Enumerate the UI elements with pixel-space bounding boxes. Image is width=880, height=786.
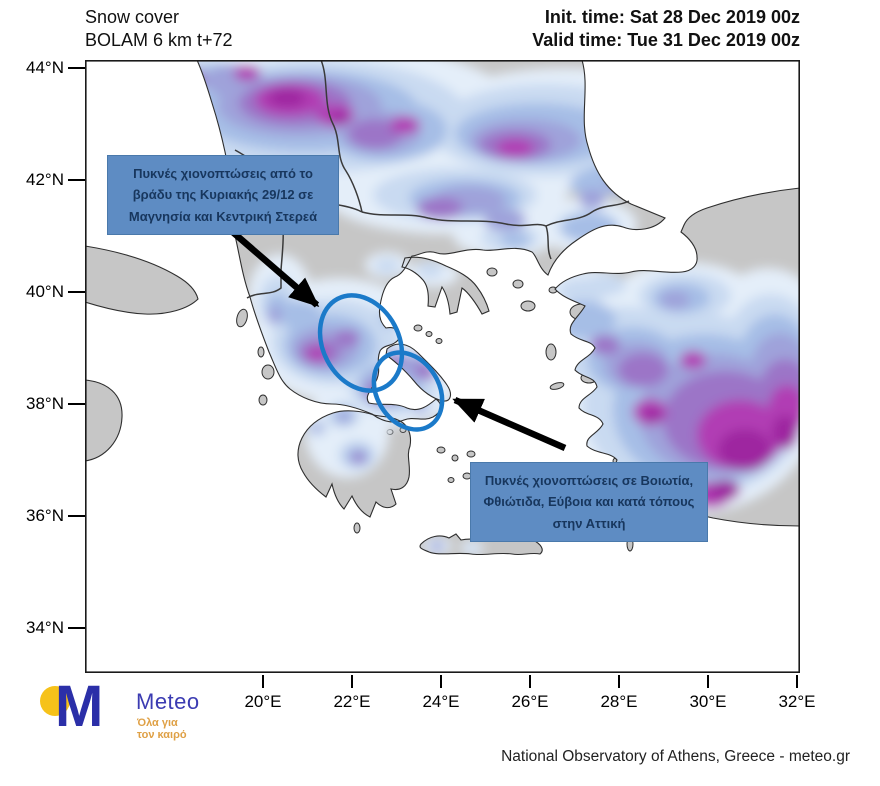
lon-tick <box>262 675 264 688</box>
lat-tick <box>68 515 85 517</box>
lat-tick <box>68 627 85 629</box>
logo-tagline-line2: τον καιρό <box>137 729 187 741</box>
highlight-ellipse-2 <box>371 350 445 432</box>
logo-tagline-line1: Όλα για <box>137 717 178 729</box>
annotation-box-magnesia: Πυκνές χιονοπτώσεις από το βράδυ της Κυρ… <box>107 155 339 236</box>
lon-label: 30°E <box>689 692 727 711</box>
lon-label: 22°E <box>333 692 371 711</box>
map-frame <box>85 60 800 673</box>
lat-label: 40°N <box>26 282 64 301</box>
logo-m-icon: M <box>55 674 103 739</box>
map-canvas <box>85 60 800 673</box>
lat-label: 44°N <box>26 58 64 77</box>
lat-label: 38°N <box>26 394 64 413</box>
lat-tick <box>68 179 85 181</box>
init-time-label: Init. time: Sat 28 Dec 2019 00z <box>544 7 800 27</box>
lon-tick <box>618 675 620 688</box>
lon-label: 26°E <box>511 692 549 711</box>
lon-tick <box>529 675 531 688</box>
lat-label: 42°N <box>26 170 64 189</box>
lat-label: 36°N <box>26 506 64 525</box>
lat-label: 34°N <box>26 618 64 637</box>
lon-label: 28°E <box>600 692 638 711</box>
lon-label: 20°E <box>244 692 282 711</box>
map-title-block: Snow cover BOLAM 6 km t+72 <box>85 6 233 52</box>
lon-tick <box>796 675 798 688</box>
logo-yellow-dot-icon <box>40 686 70 716</box>
valid-time-label: Valid time: Tue 31 Dec 2019 00z <box>532 30 800 50</box>
annotation-box-attica: Πυκνές χιονοπτώσεις σε Βοιωτία, Φθιώτιδα… <box>470 462 708 543</box>
logo-name: Meteo <box>136 689 200 714</box>
lon-label: 32°E <box>778 692 816 711</box>
attribution-text: National Observatory of Athens, Greece -… <box>501 748 850 765</box>
lat-tick <box>68 67 85 69</box>
lon-label: 24°E <box>422 692 460 711</box>
lat-tick <box>68 291 85 293</box>
lon-tick <box>707 675 709 688</box>
highlight-ellipse-1 <box>317 293 405 393</box>
model-run-label: BOLAM 6 km t+72 <box>85 30 233 50</box>
lon-tick <box>351 675 353 688</box>
lat-tick <box>68 403 85 405</box>
time-info-block: Init. time: Sat 28 Dec 2019 00z Valid ti… <box>532 6 800 52</box>
lon-tick <box>440 675 442 688</box>
logo-tagline: Όλα για τον καιρό <box>137 717 187 741</box>
product-title: Snow cover <box>85 7 180 27</box>
arrow-2 <box>452 397 567 451</box>
arrow-1 <box>225 225 320 308</box>
meteo-logo: M Meteo Όλα για τον καιρό <box>40 678 240 744</box>
